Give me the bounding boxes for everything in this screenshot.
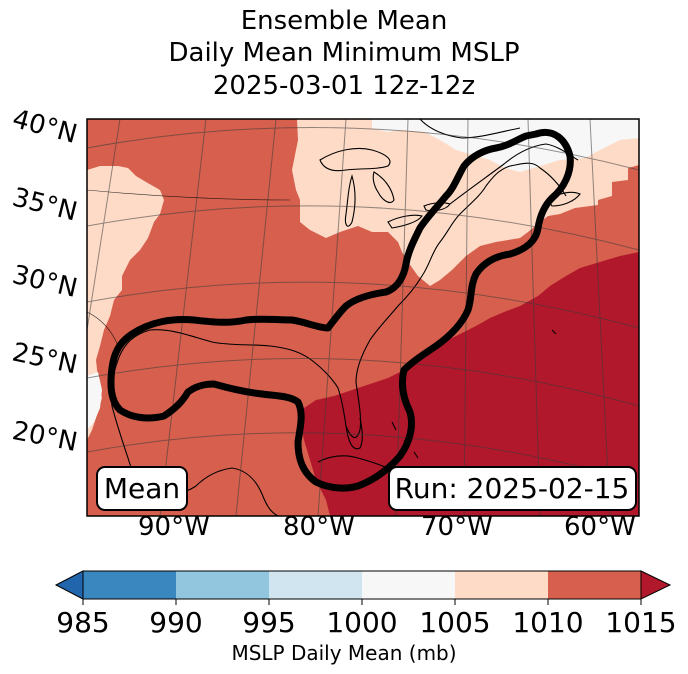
colorbar-segment-995 xyxy=(269,571,362,599)
meridian-60 xyxy=(589,119,611,516)
colorbar-label: MSLP Daily Mean (mb) xyxy=(231,641,457,665)
lake-erie xyxy=(387,214,423,229)
lon-label-80w: 80°W xyxy=(283,512,355,542)
lon-label-90w: 90°W xyxy=(138,512,210,542)
coast-gulf-east xyxy=(117,162,567,439)
parallel-40 xyxy=(87,127,639,171)
lake-superior xyxy=(319,147,391,172)
lon-label-70w: 70°W xyxy=(421,512,493,542)
title-line-2: Daily Mean Minimum MSLP xyxy=(168,38,520,68)
parallel-35 xyxy=(87,205,639,251)
colorbar-tick-1015: 1015 xyxy=(605,606,677,639)
run-box-text: Run: 2025-02-15 xyxy=(395,472,630,505)
colorbar-segment-1000 xyxy=(362,571,455,599)
parallel-25 xyxy=(87,358,639,407)
colorbar-under-arrow xyxy=(54,570,84,600)
mslp-contour xyxy=(107,129,574,492)
lon-label-60w: 60°W xyxy=(564,512,636,542)
lake-huron xyxy=(372,171,395,203)
parallel-20 xyxy=(87,432,639,483)
coast-bermuda xyxy=(551,329,557,335)
parallel-30 xyxy=(87,281,639,329)
graticule xyxy=(87,119,639,516)
border-us-mexico xyxy=(87,311,119,347)
colorbar-segment-990 xyxy=(176,571,269,599)
field-1000-west xyxy=(87,372,102,430)
colorbar-tick-1010: 1010 xyxy=(512,606,584,639)
coast-maritimes xyxy=(449,143,579,205)
colorbar-tick-995: 995 xyxy=(242,606,296,639)
colorbar-tick-1000: 1000 xyxy=(326,606,398,639)
colorbar-segment-985 xyxy=(83,571,176,599)
run-box xyxy=(388,466,637,511)
mslp-field xyxy=(87,119,639,516)
coast-hudson xyxy=(419,119,521,139)
title-line-1: Ensemble Mean xyxy=(240,6,448,36)
meridian-75 xyxy=(395,119,409,516)
map-frame xyxy=(86,118,640,517)
title-line-3: 2025-03-01 12z-12z xyxy=(212,71,476,101)
lake-michigan xyxy=(344,174,356,227)
colorbar xyxy=(54,570,672,605)
colorbar-tick-985: 985 xyxy=(56,606,110,639)
colorbar-segment-1005 xyxy=(455,571,548,599)
mean-box xyxy=(96,466,188,511)
colorbar-over-arrow xyxy=(640,570,672,600)
colorbar-segment-1010 xyxy=(548,571,641,599)
field-1005-west xyxy=(87,166,164,440)
field-1015-atlantic xyxy=(300,252,639,516)
state-borders xyxy=(87,189,291,347)
border-us-canada xyxy=(87,189,291,201)
meridian-95 xyxy=(87,119,121,331)
coast-florida xyxy=(345,417,363,450)
colorbar-tick-990: 990 xyxy=(149,606,203,639)
colorbar-tick-1005: 1005 xyxy=(419,606,491,639)
coast-yucatan xyxy=(195,467,279,516)
meridian-65 xyxy=(527,119,541,516)
mean-box-text: Mean xyxy=(104,472,180,505)
